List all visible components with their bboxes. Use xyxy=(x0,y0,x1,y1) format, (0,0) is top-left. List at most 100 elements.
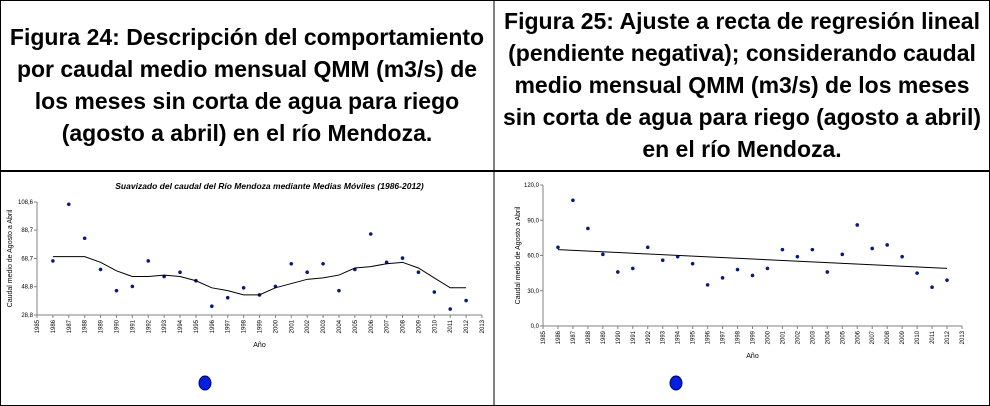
caption: Figura 24: Descripción del comportamient… xyxy=(9,24,485,146)
data-point xyxy=(630,266,635,271)
y-tick-label: 68,7 xyxy=(21,257,33,263)
x-tick-label: 2010 xyxy=(432,319,438,333)
data-point xyxy=(571,198,575,203)
x-tick-label: 1999 xyxy=(258,319,264,333)
x-tick-label: 1986 xyxy=(51,319,57,333)
x-tick-label: 2001 xyxy=(289,319,295,333)
x-tick-label: 2003 xyxy=(321,319,327,333)
x-tick-label: 2009 xyxy=(416,319,422,333)
x-tick-label: 1995 xyxy=(194,319,200,333)
chart-title: Suavizado del caudal del Río Mendoza med… xyxy=(115,181,424,191)
x-tick-label: 2006 xyxy=(855,330,861,344)
x-tick-label: 1987 xyxy=(571,330,577,344)
x-tick-label: 1986 xyxy=(556,330,562,344)
y-tick-label: 60,0 xyxy=(527,254,539,260)
data-point xyxy=(795,254,800,259)
y-tick-label: 120,0 xyxy=(524,183,540,189)
x-tick-label: 2007 xyxy=(385,319,391,333)
data-point xyxy=(66,202,71,207)
data-point xyxy=(765,266,770,271)
y-tick-label: 48,8 xyxy=(21,285,33,291)
x-tick-label: 2000 xyxy=(273,319,279,333)
data-point xyxy=(750,273,755,278)
x-tick-label: 1990 xyxy=(616,330,622,344)
x-tick-label: 1995 xyxy=(691,330,697,344)
data-point xyxy=(720,276,725,280)
x-tick-label: 2013 xyxy=(960,330,966,344)
x-tick-label: 1993 xyxy=(162,319,168,333)
x-tick-label: 2008 xyxy=(401,319,407,333)
data-point xyxy=(448,307,453,311)
data-point xyxy=(825,270,830,274)
data-point xyxy=(225,295,230,300)
x-tick-label: 1985 xyxy=(35,319,41,333)
x-tick-label: 2006 xyxy=(369,319,375,333)
data-point xyxy=(735,267,740,272)
caption: Figura 25: Ajuste a recta de regresión l… xyxy=(502,8,981,162)
x-tick-label: 2002 xyxy=(305,319,311,333)
x-tick-label: 1997 xyxy=(226,319,232,333)
x-tick-label: 2002 xyxy=(795,330,801,344)
data-point xyxy=(51,259,55,263)
data-point xyxy=(780,247,785,252)
data-point xyxy=(586,226,590,231)
data-point xyxy=(400,256,405,260)
x-tick-label: 1998 xyxy=(736,330,742,344)
x-tick-label: 1991 xyxy=(130,319,136,333)
x-tick-label: 1989 xyxy=(99,319,105,333)
x-tick-label: 2003 xyxy=(810,330,816,344)
y-tick-label: 88,7 xyxy=(21,228,33,234)
data-point xyxy=(432,290,437,294)
x-tick-label: 2012 xyxy=(945,330,951,344)
x-tick-label: 1988 xyxy=(586,330,592,344)
data-point xyxy=(870,246,875,251)
data-point xyxy=(241,286,246,290)
y-tick-label: 90,0 xyxy=(527,218,539,224)
x-tick-label: 1988 xyxy=(83,319,89,333)
y-tick-label: 30,0 xyxy=(527,289,539,295)
data-point xyxy=(178,270,182,275)
data-point xyxy=(98,267,103,272)
data-point xyxy=(337,288,341,293)
data-point xyxy=(130,284,135,289)
x-tick-label: 1989 xyxy=(601,330,607,344)
data-point xyxy=(855,223,860,227)
x-tick-label: 1985 xyxy=(541,330,547,344)
data-point xyxy=(146,259,151,263)
x-tick-label: 2004 xyxy=(337,319,343,333)
x-tick-label: 2011 xyxy=(930,330,936,344)
x-tick-label: 1991 xyxy=(631,330,637,344)
y-axis-label: Caudal medio de Agosto a Abril xyxy=(515,206,522,304)
y-tick-label: 0,0 xyxy=(531,324,540,330)
data-point xyxy=(305,270,309,275)
x-tick-label: 1999 xyxy=(751,330,757,344)
data-point xyxy=(601,252,605,257)
line xyxy=(557,249,948,269)
x-tick-label: 1994 xyxy=(676,330,682,344)
data-point xyxy=(885,243,889,247)
x-tick-label: 1992 xyxy=(146,319,152,333)
y-tick-label: 108,6 xyxy=(18,200,34,206)
x-tick-label: 1990 xyxy=(114,319,120,333)
data-point xyxy=(690,261,695,266)
x-tick-label: 1994 xyxy=(178,319,184,333)
x-tick-label: 2011 xyxy=(448,319,454,333)
data-point xyxy=(416,270,421,275)
x-tick-label: 1992 xyxy=(646,330,652,344)
data-point xyxy=(900,254,904,259)
x-tick-label: 1998 xyxy=(242,319,248,333)
x-tick-label: 1993 xyxy=(661,330,667,344)
y-axis-label: Caudal medio de Agosto a Abril xyxy=(7,209,14,307)
data-point xyxy=(114,288,119,293)
x-tick-label: 2009 xyxy=(900,330,906,344)
y-tick-label: 28,8 xyxy=(21,313,33,319)
x-tick-label: 2010 xyxy=(915,330,921,344)
x-tick-label: 1996 xyxy=(706,330,712,344)
data-point xyxy=(616,270,620,274)
x-tick-label: 2001 xyxy=(780,330,786,344)
x-tick-label: 2007 xyxy=(870,330,876,344)
data-point xyxy=(810,247,815,252)
data-point xyxy=(368,232,373,236)
data-point xyxy=(210,304,214,309)
data-point xyxy=(82,236,87,241)
